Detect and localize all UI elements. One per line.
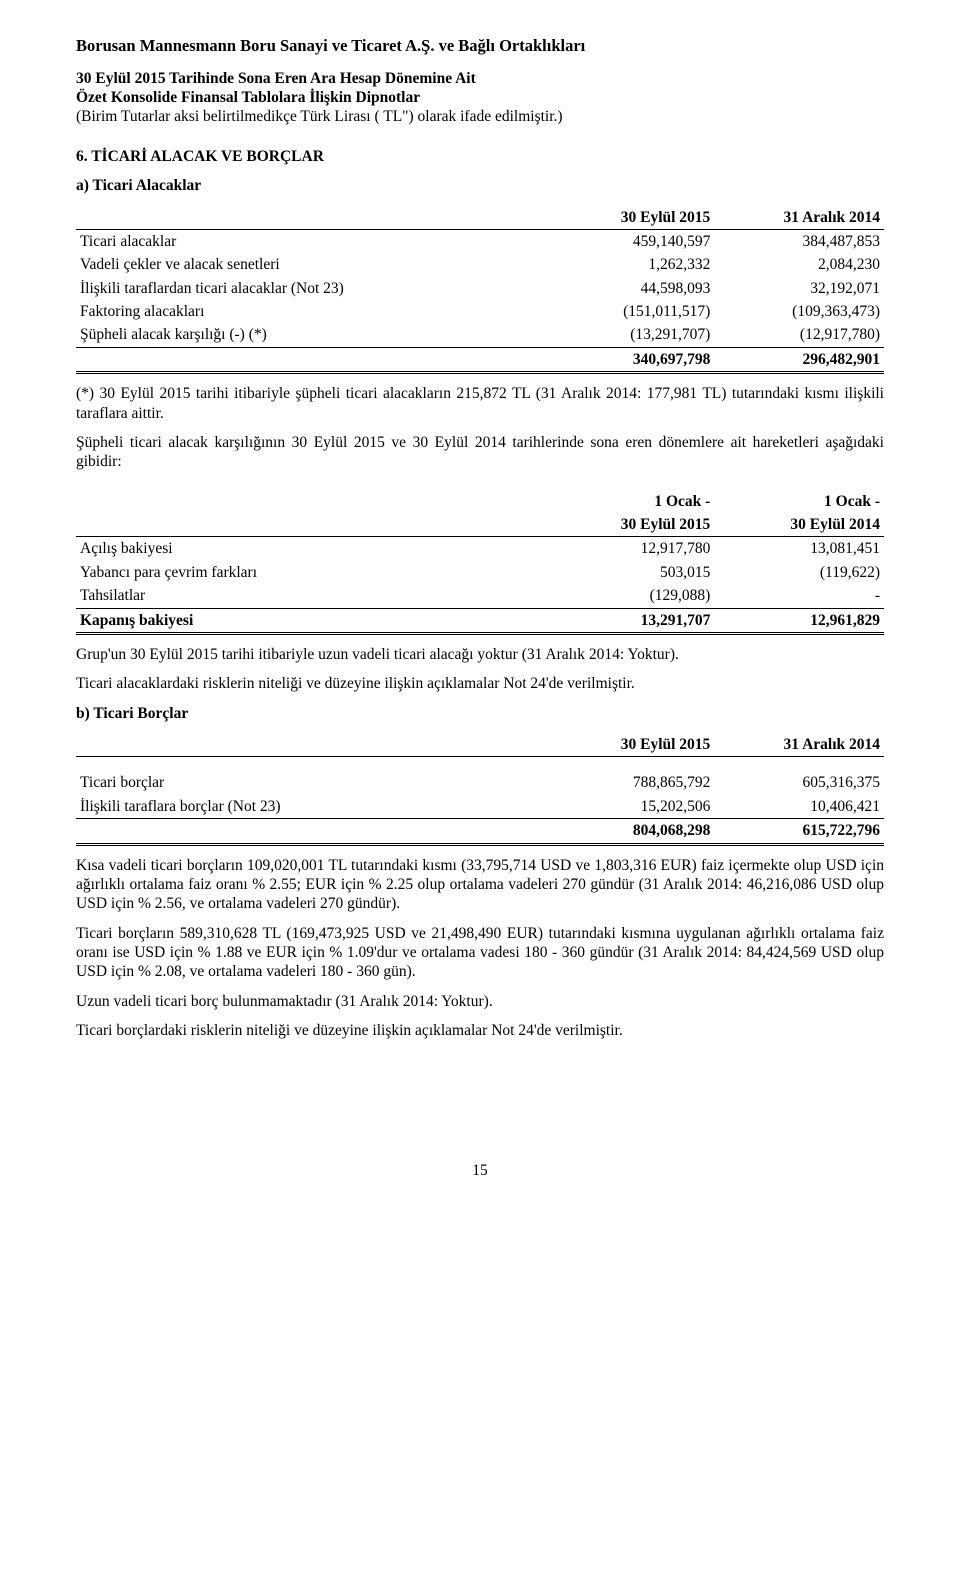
table-row-label: Ticari alacaklar: [76, 229, 545, 253]
report-title-line1: 30 Eylül 2015 Tarihinde Sona Eren Ara He…: [76, 69, 884, 88]
table-cell: 503,015: [545, 561, 715, 584]
trade-receivables-table: 30 Eylül 2015 31 Aralık 2014 Ticari alac…: [76, 206, 884, 375]
note-b4: Ticari borçlardaki risklerin niteliği ve…: [76, 1021, 884, 1040]
closing-balance-v2: 12,961,829: [714, 608, 884, 633]
note-b2: Ticari borçların 589,310,628 TL (169,473…: [76, 924, 884, 982]
table-row-label: İlişkili taraflardan ticari alacaklar (N…: [76, 277, 545, 300]
t3-col2-head: 31 Aralık 2014: [714, 733, 884, 757]
table-cell: 788,865,792: [545, 771, 715, 794]
table-cell: (109,363,473): [714, 300, 884, 323]
t2-col1a: 1 Ocak -: [545, 490, 715, 513]
table-row-label: Yabancı para çevrim farkları: [76, 561, 545, 584]
table-cell: 32,192,071: [714, 277, 884, 300]
table-cell: 10,406,421: [714, 795, 884, 819]
note-b1: Kısa vadeli ticari borçların 109,020,001…: [76, 856, 884, 914]
page-number: 15: [76, 1161, 884, 1180]
note-a4: Ticari alacaklardaki risklerin niteliği …: [76, 674, 884, 693]
table-cell: 15,202,506: [545, 795, 715, 819]
t3-total-v1: 804,068,298: [545, 819, 715, 844]
note-a1: (*) 30 Eylül 2015 tarihi itibariyle şüph…: [76, 384, 884, 423]
table-cell: 13,081,451: [714, 537, 884, 561]
table-row-label: İlişkili taraflara borçlar (Not 23): [76, 795, 545, 819]
table-cell: 1,262,332: [545, 253, 715, 276]
table-cell: (151,011,517): [545, 300, 715, 323]
t1-col1-head: 30 Eylül 2015: [545, 206, 715, 230]
t1-col2-head: 31 Aralık 2014: [714, 206, 884, 230]
closing-balance-label: Kapanış bakiyesi: [76, 608, 545, 633]
table-row-label: Açılış bakiyesi: [76, 537, 545, 561]
t1-total-v1: 340,697,798: [545, 347, 715, 372]
page-container: Borusan Mannesmann Boru Sanayi ve Ticare…: [0, 0, 960, 1589]
t2-col2b: 30 Eylül 2014: [714, 513, 884, 537]
table-row-label: Şüpheli alacak karşılığı (-) (*): [76, 323, 545, 347]
table-row-label: Tahsilatlar: [76, 584, 545, 608]
table-cell: 2,084,230: [714, 253, 884, 276]
t3-total-v2: 615,722,796: [714, 819, 884, 844]
table-cell: (12,917,780): [714, 323, 884, 347]
table-cell: 12,917,780: [545, 537, 715, 561]
note-b3: Uzun vadeli ticari borç bulunmamaktadır …: [76, 992, 884, 1011]
closing-balance-v1: 13,291,707: [545, 608, 715, 633]
section-6a-title: a) Ticari Alacaklar: [76, 176, 884, 195]
table-cell: (13,291,707): [545, 323, 715, 347]
table-row-label: Vadeli çekler ve alacak senetleri: [76, 253, 545, 276]
note-a2: Şüpheli ticari alacak karşılığının 30 Ey…: [76, 433, 884, 472]
report-unit: (Birim Tutarlar aksi belirtilmedikçe Tür…: [76, 107, 884, 126]
t2-col1b: 30 Eylül 2015: [545, 513, 715, 537]
table-cell: 459,140,597: [545, 229, 715, 253]
table-cell: -: [714, 584, 884, 608]
t3-col1-head: 30 Eylül 2015: [545, 733, 715, 757]
section-6b-title: b) Ticari Borçlar: [76, 704, 884, 723]
table-cell: 605,316,375: [714, 771, 884, 794]
report-title-line2: Özet Konsolide Finansal Tablolara İlişki…: [76, 88, 884, 107]
table-row-label: Faktoring alacakları: [76, 300, 545, 323]
table-cell: (129,088): [545, 584, 715, 608]
t1-total-v2: 296,482,901: [714, 347, 884, 372]
table-row-label: Ticari borçlar: [76, 771, 545, 794]
provision-movement-table: 1 Ocak - 1 Ocak - 30 Eylül 2015 30 Eylül…: [76, 490, 884, 635]
table-cell: 384,487,853: [714, 229, 884, 253]
trade-payables-table: 30 Eylül 2015 31 Aralık 2014 Ticari borç…: [76, 733, 884, 846]
table-cell: (119,622): [714, 561, 884, 584]
company-name: Borusan Mannesmann Boru Sanayi ve Ticare…: [76, 36, 884, 57]
t2-col2a: 1 Ocak -: [714, 490, 884, 513]
table-cell: 44,598,093: [545, 277, 715, 300]
section-6-title: 6. TİCARİ ALACAK VE BORÇLAR: [76, 147, 884, 166]
note-a3: Grup'un 30 Eylül 2015 tarihi itibariyle …: [76, 645, 884, 664]
